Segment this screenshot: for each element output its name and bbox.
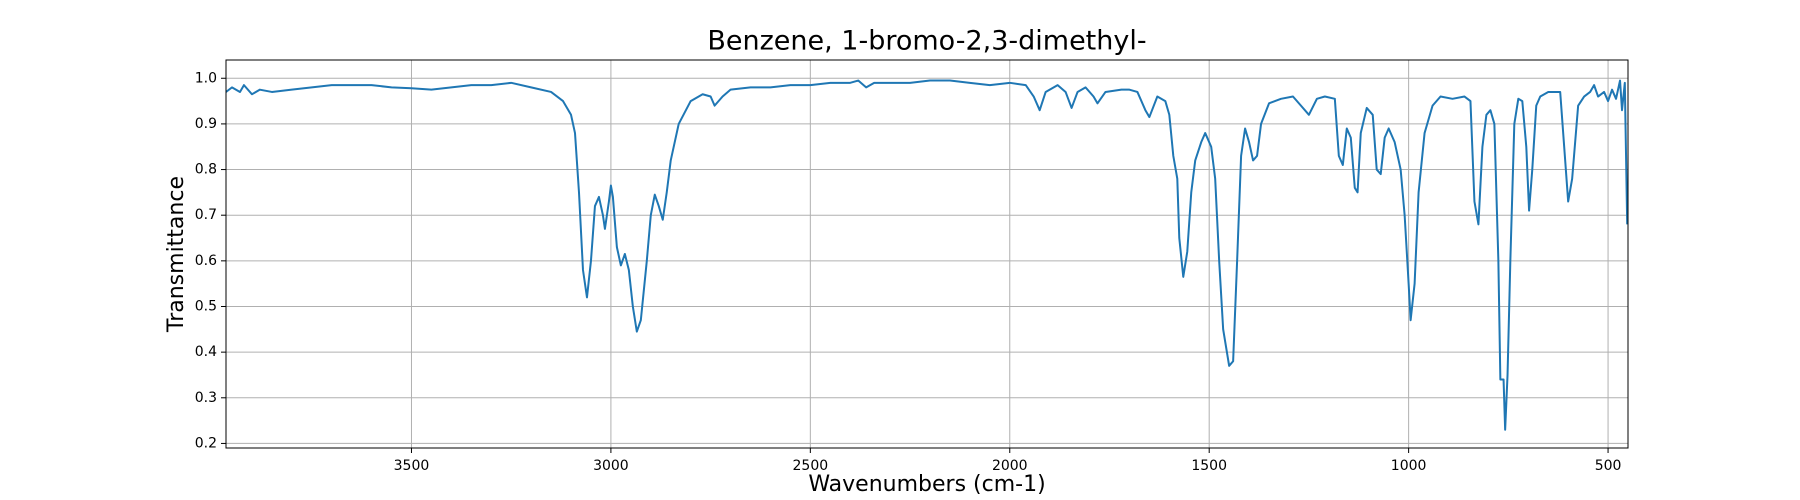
y-tick-label: 0.8 [195,162,217,178]
y-tick-label: 0.2 [195,435,217,451]
x-tick-label: 1000 [1391,458,1427,474]
x-axis-label: Wavenumbers (cm-1) [808,472,1045,497]
y-tick-label: 0.7 [195,207,217,223]
y-tick-label: 0.3 [195,390,217,406]
x-tick-label: 3000 [593,458,629,474]
plot-frame [225,59,1629,449]
x-tick-label: 2500 [793,458,829,474]
chart-title: Benzene, 1-bromo-2,3-dimethyl- [707,26,1146,57]
spectrum-line [226,79,1628,431]
x-tick-label: 500 [1595,458,1622,474]
y-tick-label: 0.4 [195,344,217,360]
x-tick-label: 2000 [992,458,1028,474]
y-tick-label: 0.6 [195,253,217,269]
x-tick-label: 1500 [1191,458,1227,474]
y-axis-label: Transmittance [164,176,189,333]
y-tick-label: 0.5 [195,298,217,314]
x-tick-label: 3500 [394,458,430,474]
y-tick-label: 0.9 [195,116,217,132]
y-tick-label: 1.0 [195,70,217,86]
